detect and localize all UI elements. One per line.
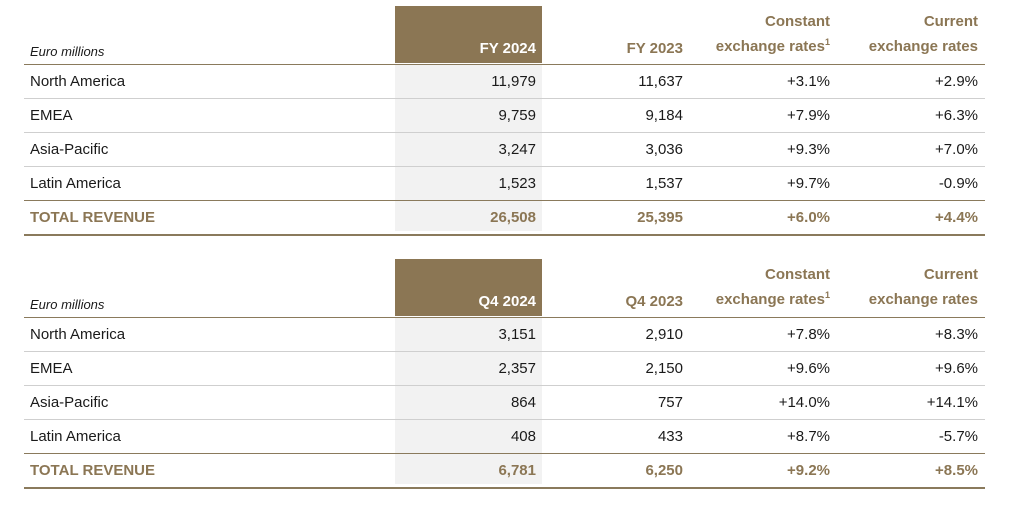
current-fx-cell: -5.7%	[938, 428, 978, 445]
prior-value-cell: 9,184	[645, 107, 683, 124]
constant-fx-cell: +9.7%	[787, 175, 830, 192]
table-row: Asia-Pacific 864 757 +14.0% +14.1%	[24, 386, 985, 420]
constant-fx-header-line1: Constant	[765, 266, 830, 283]
current-period-header-background	[395, 259, 542, 316]
footnote-marker: 1	[824, 37, 830, 47]
current-period-header: FY 2024	[479, 40, 536, 57]
current-fx-header-line2: exchange rates	[868, 38, 978, 55]
current-fx-header-line1: Current	[923, 13, 978, 30]
unit-label: Euro millions	[30, 297, 105, 312]
total-current-fx: +8.5%	[935, 462, 978, 479]
table-row: EMEA 9,759 9,184 +7.9% +6.3%	[24, 99, 985, 133]
total-prior-value: 6,250	[645, 462, 683, 479]
region-cell: Asia-Pacific	[30, 141, 109, 158]
prior-value-cell: 757	[657, 394, 683, 411]
total-label: TOTAL REVENUE	[30, 462, 156, 479]
region-cell: Latin America	[30, 428, 121, 445]
constant-fx-cell: +14.0%	[778, 394, 830, 411]
constant-fx-header: Constant exchange rates1	[683, 262, 830, 312]
revenue-table-annual: Euro millions FY 2024 FY 2023 Constant e…	[24, 6, 985, 236]
current-fx-cell: +14.1%	[926, 394, 978, 411]
current-value-cell: 408	[510, 428, 536, 445]
total-current-value: 26,508	[490, 209, 536, 226]
current-fx-cell: +8.3%	[935, 326, 978, 343]
region-cell: North America	[30, 73, 126, 90]
table-header: Euro millions FY 2024 FY 2023 Constant e…	[24, 6, 985, 65]
current-period-column-shading	[395, 64, 542, 231]
prior-value-cell: 1,537	[645, 175, 683, 192]
current-period-header: Q4 2024	[478, 293, 536, 310]
current-fx-cell: +6.3%	[935, 107, 978, 124]
constant-fx-cell: +9.3%	[787, 141, 830, 158]
table-row: North America 11,979 11,637 +3.1% +2.9%	[24, 65, 985, 99]
constant-fx-header-line2: exchange rates1	[715, 37, 830, 56]
current-value-cell: 11,979	[491, 73, 536, 90]
region-cell: North America	[30, 326, 126, 343]
current-fx-cell: +2.9%	[935, 73, 978, 90]
region-cell: Asia-Pacific	[30, 394, 109, 411]
prior-period-header: Q4 2023	[625, 293, 683, 310]
prior-value-cell: 11,637	[638, 73, 683, 90]
region-cell: EMEA	[30, 360, 73, 377]
total-row: TOTAL REVENUE 6,781 6,250 +9.2% +8.5%	[24, 453, 985, 489]
current-fx-cell: -0.9%	[938, 175, 978, 192]
total-row: TOTAL REVENUE 26,508 25,395 +6.0% +4.4%	[24, 200, 985, 236]
current-value-cell: 9,759	[498, 107, 536, 124]
current-fx-header-line1: Current	[923, 266, 978, 283]
current-value-cell: 1,523	[498, 175, 536, 192]
current-fx-cell: +9.6%	[935, 360, 978, 377]
current-fx-cell: +7.0%	[935, 141, 978, 158]
current-period-column-shading	[395, 317, 542, 484]
constant-fx-header-line1: Constant	[765, 13, 830, 30]
table-row: Asia-Pacific 3,247 3,036 +9.3% +7.0%	[24, 133, 985, 167]
constant-fx-cell: +7.9%	[787, 107, 830, 124]
prior-value-cell: 2,910	[645, 326, 683, 343]
current-value-cell: 3,247	[498, 141, 536, 158]
current-value-cell: 3,151	[498, 326, 536, 343]
footnote-marker: 1	[824, 290, 830, 300]
revenue-table-quarterly: Euro millions Q4 2024 Q4 2023 Constant e…	[24, 259, 985, 489]
total-constant-fx: +9.2%	[787, 462, 830, 479]
constant-fx-header-line2: exchange rates1	[715, 290, 830, 309]
table-row: EMEA 2,357 2,150 +9.6% +9.6%	[24, 352, 985, 386]
current-fx-header: Current exchange rates	[830, 9, 978, 59]
current-fx-header-line2: exchange rates	[868, 291, 978, 308]
total-constant-fx: +6.0%	[787, 209, 830, 226]
current-period-header-background	[395, 6, 542, 63]
constant-fx-cell: +3.1%	[787, 73, 830, 90]
prior-value-cell: 2,150	[645, 360, 683, 377]
table-row: North America 3,151 2,910 +7.8% +8.3%	[24, 318, 985, 352]
table-header: Euro millions Q4 2024 Q4 2023 Constant e…	[24, 259, 985, 318]
total-current-value: 6,781	[498, 462, 536, 479]
constant-fx-cell: +7.8%	[787, 326, 830, 343]
constant-fx-cell: +9.6%	[787, 360, 830, 377]
region-cell: EMEA	[30, 107, 73, 124]
table-row: Latin America 408 433 +8.7% -5.7%	[24, 420, 985, 453]
prior-period-header: FY 2023	[626, 40, 683, 57]
constant-fx-cell: +8.7%	[787, 428, 830, 445]
total-current-fx: +4.4%	[935, 209, 978, 226]
region-cell: Latin America	[30, 175, 121, 192]
constant-fx-header: Constant exchange rates1	[683, 9, 830, 59]
current-value-cell: 864	[510, 394, 536, 411]
current-fx-header: Current exchange rates	[830, 262, 978, 312]
total-prior-value: 25,395	[637, 209, 683, 226]
unit-label: Euro millions	[30, 44, 105, 59]
current-value-cell: 2,357	[498, 360, 536, 377]
table-row: Latin America 1,523 1,537 +9.7% -0.9%	[24, 167, 985, 200]
prior-value-cell: 3,036	[645, 141, 683, 158]
total-label: TOTAL REVENUE	[30, 209, 156, 226]
prior-value-cell: 433	[657, 428, 683, 445]
